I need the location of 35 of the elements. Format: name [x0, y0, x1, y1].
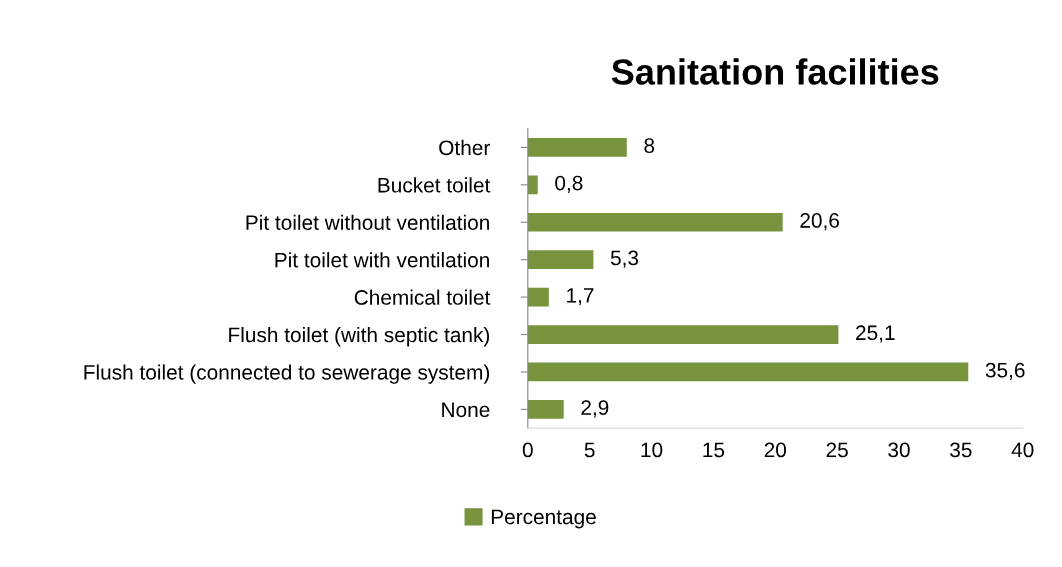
- x-tick-label: 25: [826, 442, 848, 458]
- bar: [527, 362, 969, 382]
- data-label: 20,6: [800, 213, 839, 231]
- y-tick-label: Bucket toilet: [378, 177, 491, 193]
- data-label: 25,1: [856, 325, 895, 343]
- x-tick-label: 20: [764, 442, 787, 458]
- data-label: 8: [644, 138, 655, 154]
- x-tick-label: 0: [522, 442, 533, 458]
- y-tick-label: Other: [439, 139, 490, 156]
- y-tick-label: Flush toilet (connected to sewerage system): [84, 364, 490, 384]
- bar: [527, 287, 549, 307]
- x-tick-label: 35: [950, 442, 972, 458]
- x-tick-label: 30: [888, 442, 910, 458]
- data-label: 35,6: [985, 362, 1025, 381]
- y-tick-label: Chemical toilet: [354, 289, 491, 305]
- y-tick-label: Pit toilet with ventilation: [275, 252, 489, 268]
- legend-label: Percentage: [491, 509, 596, 529]
- bar: [527, 175, 538, 195]
- bar: [527, 138, 627, 157]
- y-tick-label: None: [442, 402, 490, 418]
- bar: [527, 212, 783, 232]
- bar: [527, 250, 594, 270]
- bar: [527, 400, 564, 419]
- y-tick-label: Pit toilet without ventilation: [246, 214, 489, 231]
- bar: [527, 325, 839, 344]
- x-tick-label: 40: [1011, 442, 1034, 458]
- x-tick-label: 10: [641, 442, 663, 458]
- x-tick-label: 15: [703, 442, 725, 458]
- data-label: 0,8: [555, 175, 583, 193]
- x-tick-label: 5: [584, 442, 595, 458]
- data-label: 2,9: [581, 400, 609, 418]
- y-tick-label: Flush toilet (with septic tank): [229, 326, 490, 347]
- data-label: 1,7: [567, 288, 594, 306]
- data-label: 5,3: [610, 250, 639, 268]
- chart-title: Sanitation facilities: [611, 58, 939, 85]
